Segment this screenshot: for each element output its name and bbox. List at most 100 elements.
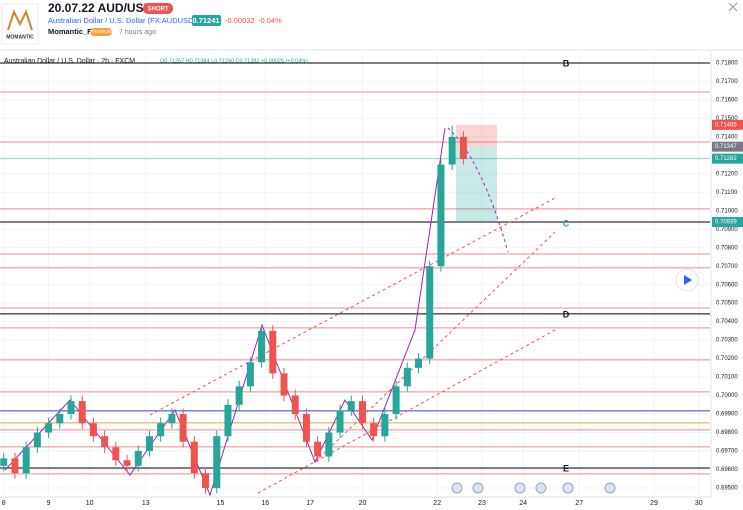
candle-body — [202, 473, 210, 488]
channel-line — [314, 231, 556, 463]
change-pct: -0.04% — [258, 16, 282, 25]
price: 0.71241 — [192, 16, 219, 25]
candle-body — [22, 447, 30, 474]
candle-body — [78, 401, 86, 424]
candle-body — [190, 441, 198, 474]
y-tick-label: 0.71500 — [716, 116, 738, 122]
x-tick-label: 15 — [217, 500, 225, 507]
premium-text: PREMIUM — [90, 29, 112, 34]
target-zone — [455, 146, 497, 223]
candle-body — [280, 373, 288, 396]
y-tick-label: 0.71000 — [716, 208, 738, 214]
candle-body — [112, 447, 120, 461]
x-tick-label: 8 — [2, 500, 6, 507]
level-label: B — [563, 58, 570, 68]
x-tick-label: 16 — [261, 500, 269, 507]
price-label-box — [712, 141, 743, 152]
candle-body — [101, 436, 109, 448]
candle-body — [314, 441, 322, 457]
candle-body — [325, 432, 333, 457]
short-badge — [143, 3, 173, 14]
close-icon[interactable] — [728, 2, 738, 12]
candle-body — [426, 266, 434, 359]
candle-body — [134, 450, 142, 466]
candle-body — [246, 362, 254, 387]
y-tick-label: 0.69700 — [716, 449, 738, 455]
price-label: 0.71282 — [715, 156, 737, 162]
x-tick-label: 23 — [478, 500, 486, 507]
candle-body — [67, 401, 75, 415]
y-tick-label: 0.71400 — [716, 134, 738, 140]
candle-body — [415, 358, 423, 368]
price-label-box — [712, 217, 743, 228]
candle-body — [33, 432, 41, 448]
x-tick-label: 13 — [142, 500, 150, 507]
author[interactable]: Momantic_FX — [48, 27, 97, 36]
x-tick-label: 17 — [306, 500, 314, 507]
event-icon[interactable] — [535, 482, 547, 494]
x-tick-label: 29 — [650, 500, 658, 507]
candle-body — [168, 414, 176, 424]
candle-body — [89, 423, 97, 437]
candle-body — [370, 423, 378, 437]
levels: B C D E — [0, 58, 710, 475]
event-icons — [451, 482, 616, 494]
candle-body — [56, 414, 64, 424]
candle-body — [269, 330, 277, 374]
candle-body — [336, 410, 344, 433]
y-tick-label: 0.69900 — [716, 412, 738, 418]
event-icon[interactable] — [472, 482, 484, 494]
play-icon — [684, 275, 692, 285]
y-tick-label: 0.70300 — [716, 338, 738, 344]
candle-body — [392, 386, 400, 415]
y-tick-label: 0.71600 — [716, 97, 738, 103]
chart-legend: Australian Dollar / U.S. Dollar · 2h · F… — [4, 58, 135, 65]
candle-body — [45, 423, 53, 433]
event-icon[interactable] — [514, 482, 526, 494]
candle-body — [448, 136, 456, 165]
level-label: C — [563, 218, 570, 228]
short-badge-text: SHORT — [148, 7, 169, 13]
x-tick-label: 24 — [519, 500, 527, 507]
price-label-box — [712, 153, 743, 164]
candle-body — [157, 423, 165, 437]
ohlc-legend: O0.71257 H0.71384 L0.71240 C0.71282 +0.0… — [160, 58, 308, 64]
y-tick-label: 0.70500 — [716, 301, 738, 307]
symbol-link[interactable]: Australian Dollar / U.S. Dollar (FX:AUDU… — [48, 16, 196, 25]
y-tick-label: 0.70200 — [716, 356, 738, 362]
y-tick-label: 0.69800 — [716, 430, 738, 436]
candle-body — [145, 436, 153, 451]
candle-body — [437, 164, 445, 267]
candle-body — [347, 401, 355, 411]
y-tick-label: 0.71100 — [716, 190, 738, 196]
logo-icon — [7, 9, 33, 31]
price-label: 0.70939 — [715, 220, 737, 226]
candle-body — [235, 386, 243, 405]
x-tick-label: 22 — [433, 500, 441, 507]
candle-body — [11, 458, 19, 474]
change: -0.00032 — [225, 16, 255, 25]
candle-body — [403, 367, 411, 387]
price-badge — [192, 15, 221, 26]
event-icon[interactable] — [451, 482, 463, 494]
y-tick-label: 0.70400 — [716, 319, 738, 325]
x-tick-label: 10 — [86, 500, 94, 507]
axes: 0.69500 0.69600 0.69700 0.69800 0.69900 0.700… — [2, 61, 743, 507]
candle-body — [302, 414, 310, 442]
y-tick-label: 0.69500 — [716, 486, 738, 492]
event-icon[interactable] — [562, 482, 574, 494]
time-ago: 7 hours ago — [119, 29, 156, 36]
y-tick-label: 0.71700 — [716, 79, 738, 85]
logo-text: MOMANTIC — [6, 34, 34, 40]
price-label-box — [712, 119, 743, 130]
level-label: E — [563, 463, 569, 473]
event-icon[interactable] — [604, 482, 616, 494]
candle-body — [224, 404, 232, 437]
candle-body — [291, 395, 299, 415]
candle-body — [381, 414, 389, 437]
x-tick-label: 9 — [47, 500, 51, 507]
x-tick-label: 27 — [575, 500, 583, 507]
candle-body — [459, 136, 467, 160]
x-tick-label: 30 — [695, 500, 703, 507]
